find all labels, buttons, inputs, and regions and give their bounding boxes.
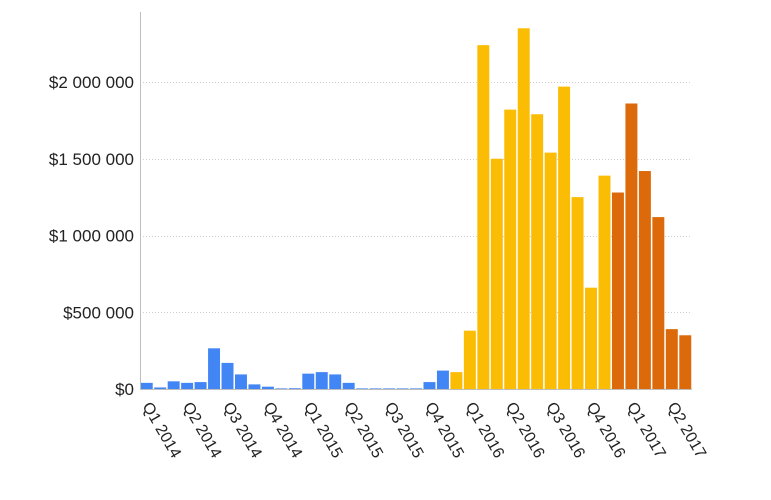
bar-28 [517, 28, 530, 390]
bar-20 [410, 388, 422, 389]
bar-36 [625, 103, 638, 390]
bar-17 [369, 388, 382, 389]
x-tick-label-7: Q4 2015 [421, 400, 466, 462]
x-tick-label-4: Q1 2015 [300, 400, 345, 462]
bar-8 [248, 384, 261, 389]
x-tick-label-3: Q4 2014 [260, 400, 305, 462]
bar-7 [234, 374, 247, 389]
x-tick-label-10: Q3 2016 [542, 400, 587, 462]
bar-24 [463, 330, 476, 389]
bar-18 [383, 388, 396, 389]
x-tick-label-6: Q3 2015 [381, 400, 426, 462]
x-tick-label-0: Q1 2014 [139, 400, 184, 462]
x-tick-label-9: Q2 2016 [502, 400, 547, 462]
bar-4 [194, 382, 207, 389]
bar-1 [154, 387, 167, 389]
bar-26 [490, 158, 503, 389]
bar-34 [598, 175, 611, 389]
bar-38 [652, 217, 665, 389]
bar-29 [531, 114, 544, 390]
bar-0 [140, 382, 153, 389]
bar-15 [342, 382, 355, 389]
bar-23 [450, 372, 463, 389]
y-tick-label-4: $2 000 000 [49, 73, 134, 92]
y-tick-label-0: $0 [115, 380, 134, 399]
x-tick-label-5: Q2 2015 [340, 400, 385, 462]
bars [140, 28, 692, 390]
axes [140, 12, 692, 390]
bar-19 [396, 388, 409, 389]
bar-39 [665, 329, 678, 389]
x-tick-label-1: Q2 2014 [179, 400, 224, 462]
y-tick-label-3: $1 500 000 [49, 150, 134, 169]
y-tick-labels: $0 $500 000 $1 000 000 $1 500 000 $2 000 000 [49, 73, 134, 399]
bar-22 [436, 370, 449, 389]
y-tick-label-2: $1 000 000 [49, 227, 134, 246]
bar-33 [585, 287, 597, 389]
bar-5 [208, 348, 221, 389]
bar-14 [329, 374, 342, 389]
bar-10 [275, 388, 288, 389]
bar-35 [611, 192, 624, 389]
bar-32 [571, 197, 584, 390]
bar-30 [544, 152, 557, 389]
bar-3 [181, 382, 194, 389]
bar-11 [288, 388, 301, 389]
bar-16 [356, 388, 369, 389]
bar-6 [221, 362, 234, 389]
x-tick-label-2: Q3 2014 [219, 400, 264, 462]
x-tick-label-13: Q2 2017 [664, 400, 709, 462]
bar-31 [558, 86, 571, 390]
bar-40 [679, 335, 692, 389]
bar-12 [302, 373, 315, 389]
bar-37 [638, 171, 651, 389]
bar-13 [315, 372, 328, 389]
y-tick-label-1: $500 000 [63, 303, 134, 322]
bar-2 [167, 381, 180, 389]
bar-27 [504, 109, 517, 389]
x-tick-label-11: Q4 2016 [583, 400, 628, 462]
x-tick-label-12: Q1 2017 [623, 400, 668, 462]
bar-25 [477, 45, 490, 389]
x-tick-label-8: Q1 2016 [462, 400, 507, 462]
bar-9 [261, 386, 274, 389]
bar-21 [423, 382, 436, 389]
